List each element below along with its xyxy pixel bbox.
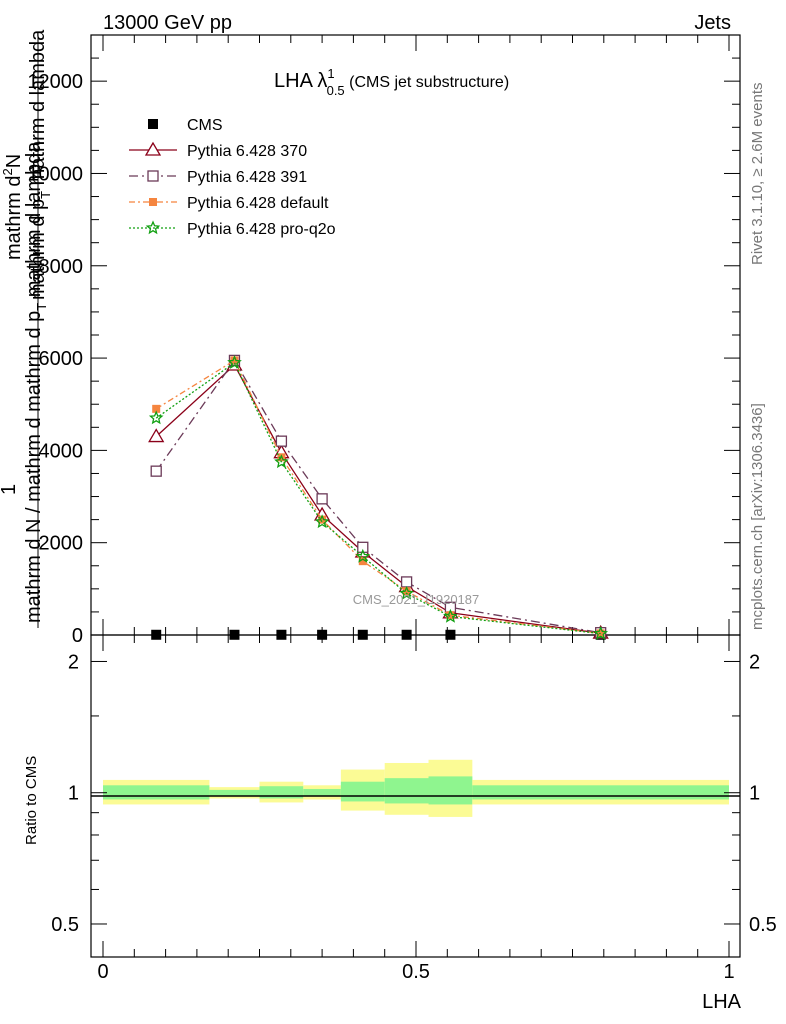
- rivet-label: Rivet 3.1.10, ≥ 2.6M events: [749, 83, 766, 266]
- point-pproq2o: [274, 454, 289, 469]
- legend-label-p391: Pythia 6.428 391: [187, 169, 307, 186]
- point-pproq2o: [227, 354, 242, 369]
- point-p391: [316, 493, 328, 505]
- legend-label-pproq2o: Pythia 6.428 pro-q2o: [187, 221, 336, 238]
- x-axis-label: LHA: [702, 991, 742, 1013]
- point-cms: [317, 629, 328, 640]
- header-left: 13000 GeV pp: [103, 12, 232, 34]
- y-tick-label: 6000: [39, 348, 84, 370]
- y-label-inner-denominator: mathrm d pT mathrm d lambda: [27, 29, 53, 300]
- data-series: [148, 354, 609, 640]
- y-label-inner-numerator: mathrm d2N: [0, 154, 25, 260]
- point-p391: [357, 541, 369, 553]
- axis-ticks: 0 2000 4000 6000 8000 10000 12000 0 0.5 1 0.5 0.5 1 1…: [27, 35, 777, 983]
- x-tick-label: 0.5: [402, 961, 430, 983]
- y-label-numerator: 1: [0, 484, 20, 495]
- ratio-band-green-6: [428, 776, 473, 805]
- series-pproq2o: [148, 354, 609, 640]
- y-tick-label: 0: [72, 625, 83, 647]
- legend-marker-pdefault: [149, 198, 157, 206]
- main-y-axis-label: mathrm d N / mathrm d mathrm d pT mathrm…: [0, 29, 53, 628]
- ratio-y-tick-label: 0.5: [51, 914, 79, 936]
- point-cms: [151, 629, 162, 640]
- point-pdefault: [152, 404, 161, 413]
- y-tick-label: 10000: [27, 163, 83, 185]
- ratio-band-green-1: [209, 789, 260, 796]
- point-pproq2o: [355, 548, 371, 563]
- y-tick-label: 2000: [39, 533, 84, 555]
- point-pproq2o: [148, 410, 164, 425]
- point-pdefault: [318, 515, 327, 524]
- header-right: Jets: [694, 12, 731, 34]
- series-line-p391: [155, 359, 601, 634]
- y-tick-label: 4000: [39, 440, 84, 462]
- series-line-p370: [155, 363, 601, 634]
- point-pproq2o: [443, 608, 458, 623]
- point-cms: [276, 629, 287, 640]
- mcplots-label: mcplots.cern.ch [arXiv:1306.3436]: [749, 403, 766, 630]
- point-pproq2o: [593, 625, 609, 640]
- point-pdefault: [446, 611, 455, 620]
- legend-label-pdefault: Pythia 6.428 default: [187, 195, 329, 212]
- legend-marker-p370: [144, 141, 162, 156]
- y-tick-label: 8000: [39, 256, 84, 278]
- series-line-pproq2o: [155, 361, 601, 635]
- x-tick-label: 0: [97, 961, 108, 983]
- point-pdefault: [358, 557, 367, 566]
- point-pproq2o: [314, 514, 330, 529]
- legend-marker-cms: [148, 119, 158, 129]
- plot-title: LHA λ1 0.5 (CMS jet substructure): [274, 66, 509, 98]
- series-line-pdefault: [155, 359, 601, 635]
- ratio-y-tick-label: 2: [68, 651, 79, 673]
- ratio-y-tick-label-right: 2: [749, 651, 760, 673]
- analysis-watermark: CMS_2021_I1920187: [353, 592, 480, 607]
- y-label-denominator: mathrm d N / mathrm d mathrm d pT mathrm…: [23, 141, 49, 623]
- ratio-band-green-5: [384, 778, 429, 804]
- point-cms: [401, 629, 412, 640]
- ratio-y-tick-label: 1: [68, 783, 79, 805]
- y-tick-label: 12000: [27, 71, 83, 93]
- legend-label-cms: CMS: [187, 117, 223, 134]
- legend: CMS Pythia 6.428 370 Pythia 6.428 391 Pythi…: [129, 117, 336, 238]
- point-pdefault: [402, 587, 411, 596]
- ratio-y-tick-label-right: 0.5: [749, 914, 777, 936]
- ratio-y-axis-label: Ratio to CMS: [23, 756, 40, 845]
- ratio-band-green-3: [303, 788, 341, 797]
- point-cms: [229, 629, 240, 640]
- ratio-band-green-7: [472, 785, 729, 800]
- ratio-band-green-4: [340, 781, 385, 802]
- point-p370: [148, 428, 165, 443]
- legend-marker-pproq2o: [145, 220, 161, 235]
- point-pdefault: [230, 356, 239, 365]
- point-cms: [445, 629, 456, 640]
- point-p391: [150, 465, 162, 477]
- point-pproq2o: [399, 585, 414, 600]
- ratio-uncertainty-bands: [103, 759, 729, 817]
- point-p391: [400, 576, 413, 588]
- point-cms: [357, 629, 368, 640]
- x-tick-label: 1: [723, 961, 734, 983]
- ratio-y-tick-label-right: 1: [749, 783, 760, 805]
- legend-label-p370: Pythia 6.428 370: [187, 143, 307, 160]
- ratio-band-green-0: [103, 785, 210, 800]
- point-p391: [275, 435, 288, 447]
- legend-marker-p391: [147, 170, 159, 182]
